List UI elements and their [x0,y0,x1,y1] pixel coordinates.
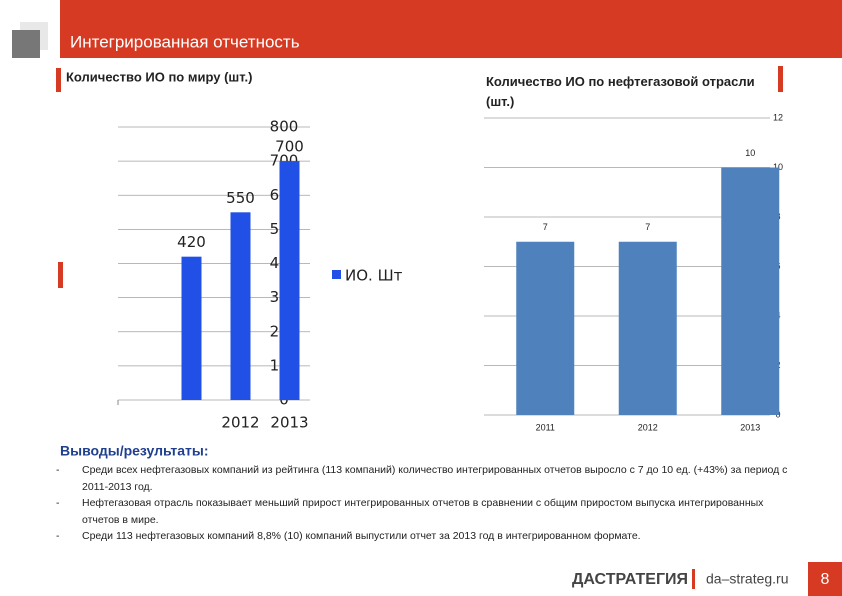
findings-heading: Выводы/результаты: [60,443,209,459]
header-bar [60,0,842,58]
bullet: - [56,497,60,509]
y-tick-label: 800 [270,118,299,136]
marker [778,66,783,92]
findings-list: - Среди всех нефтегазовых компаний из рей… [56,462,796,545]
marker [56,68,61,92]
x-tick-label: 2013 [270,414,308,432]
page-number: 8 [821,571,830,588]
bar [230,212,251,400]
data-label: 7 [543,222,548,232]
chart-title: Количество ИО по нефтегазовой отрасли (ш… [486,74,755,109]
header-title: Интегрированная отчетность [70,32,300,51]
finding-item: - Среди всех нефтегазовых компаний из рей… [56,462,796,495]
data-label: 700 [275,138,304,156]
data-label: 420 [177,233,206,251]
findings-box: - Среди всех нефтегазовых компаний из рей… [56,462,796,545]
bullet: - [56,530,60,542]
x-tick-label: 2012 [638,422,658,432]
finding-text: Среди 113 нефтегазовых компаний 8,8% (10… [82,530,641,542]
legend-label: ИО. Шт [345,267,403,285]
finding-item: - Среди 113 нефтегазовых компаний 8,8% (1… [56,528,796,545]
site: da–strateg.ru [706,571,789,587]
page-box [808,562,842,596]
x-tick-label: 2013 [740,422,760,432]
legend-swatch [332,270,341,279]
bar [516,241,575,415]
bar [618,241,677,415]
logo-separator [692,569,695,589]
finding-item: - Нефтегазовая отрасль показывает меньший… [56,495,796,528]
chart-title: Количество ИО по миру (шт.) [66,69,252,84]
chart-title-box: Количество ИО по нефтегазовой отрасли (ш… [486,74,755,109]
bar [721,167,780,415]
y-tick-label: 10 [773,162,783,172]
logo: ДАСТРАТЕГИЯ [572,571,688,588]
data-label: 7 [645,222,650,232]
finding-text: Нефтегазовая отрасль показывает меньший … [82,497,764,526]
bar [181,256,202,400]
x-tick-label: 2011 [536,422,555,432]
y-tick-label: 12 [773,112,783,122]
finding-text: Среди всех нефтегазовых компаний из рейт… [82,464,788,493]
data-label: 10 [745,148,755,158]
bullet: - [56,464,60,476]
data-label: 550 [226,189,255,207]
marker [58,262,63,288]
x-tick-label: 2012 [221,414,259,432]
header-icon [12,30,40,58]
bar [279,161,300,400]
